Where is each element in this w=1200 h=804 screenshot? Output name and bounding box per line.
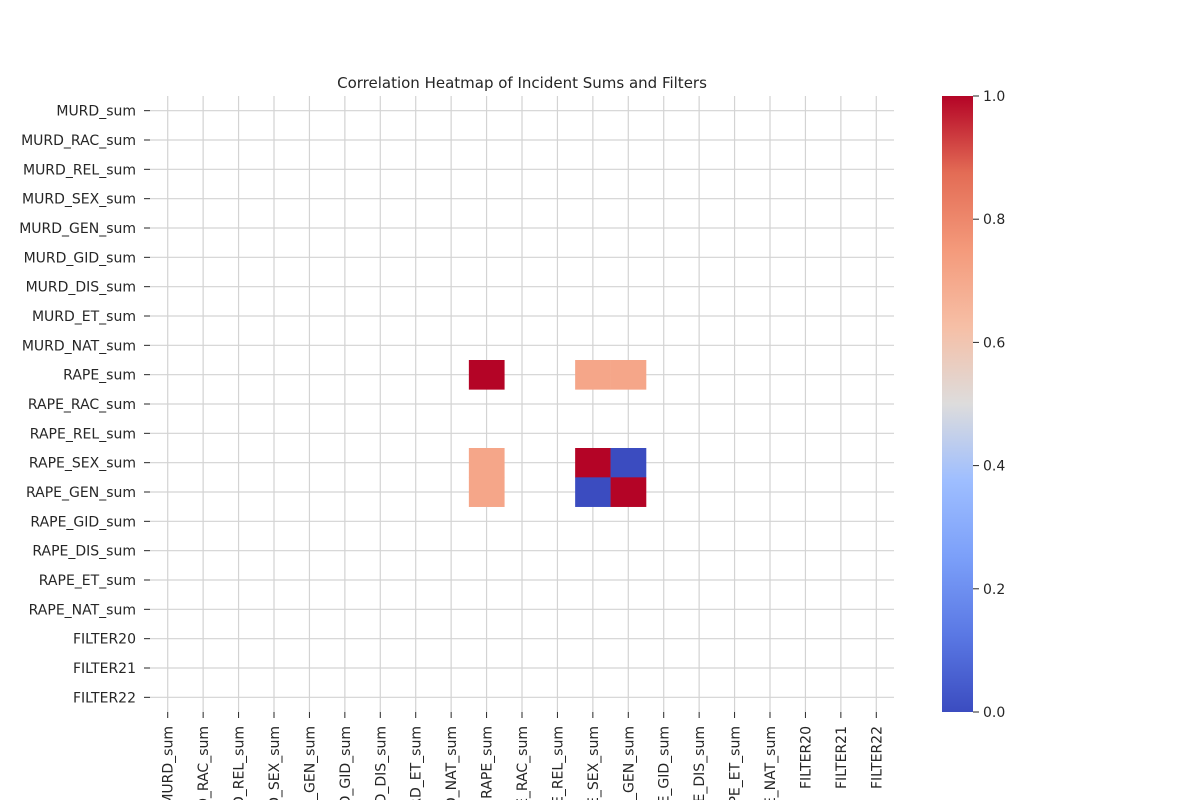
- col-tick-label: RAPE_sum: [480, 726, 496, 799]
- colorbar: 0.0 0.2 0.4 0.6 0.8 1.0: [942, 89, 1005, 721]
- col-tick-label: MURD_REL_sum: [232, 726, 248, 800]
- row-tick-label: MURD_SEX_sum: [22, 192, 136, 208]
- col-tick-label: RAPE_GEN_sum: [621, 726, 637, 800]
- row-tick-label: MURD_ET_sum: [32, 309, 136, 325]
- col-tick-label: RAPE_RAC_sum: [515, 726, 531, 800]
- colorbar-tick-label: 0.8: [983, 212, 1005, 228]
- heatmap-cell: [468, 477, 505, 507]
- grid-lines: [150, 96, 894, 712]
- col-tick-label: MURD_SEX_sum: [267, 726, 283, 800]
- row-tick-label: RAPE_SEX_sum: [29, 456, 136, 472]
- row-tick-label: MURD_GID_sum: [24, 250, 136, 266]
- row-tick-label: RAPE_ET_sum: [39, 573, 136, 589]
- heatmap-cell: [610, 360, 647, 390]
- heatmap-cell: [610, 477, 647, 507]
- colorbar-tick-label: 0.2: [983, 582, 1005, 598]
- col-tick-label: RAPE_DIS_sum: [692, 726, 708, 800]
- heatmap-cell: [610, 448, 647, 478]
- row-tick-label: RAPE_RAC_sum: [28, 397, 136, 413]
- col-tick-label: MURD_NAT_sum: [444, 726, 460, 800]
- colorbar-tick-label: 0.4: [983, 459, 1005, 475]
- row-tick-label: RAPE_GID_sum: [30, 514, 136, 530]
- column-tick-labels: MURD_sum MURD_RAC_sum MURD_REL_sum MURD_SEX…: [161, 712, 885, 804]
- col-tick-label: FILTER22: [869, 726, 885, 789]
- heatmap-cells: [468, 360, 647, 507]
- heatmap-cell: [575, 360, 611, 390]
- row-tick-label: MURD_REL_sum: [23, 162, 136, 178]
- col-tick-label: RAPE_GID_sum: [657, 726, 673, 800]
- colorbar-gradient: [942, 96, 973, 712]
- row-tick-label: MURD_GEN_sum: [19, 221, 136, 237]
- row-tick-label: RAPE_GEN_sum: [26, 485, 136, 501]
- col-tick-label: MURD_sum: [161, 726, 177, 800]
- row-tick-labels: MURD_sum MURD_RAC_sum MURD_REL_sum MURD_SEX…: [19, 104, 150, 706]
- col-tick-label: RAPE_ET_sum: [728, 726, 744, 800]
- colorbar-tick-label: 1.0: [983, 89, 1005, 105]
- row-tick-label: MURD_RAC_sum: [21, 133, 136, 149]
- col-tick-label: MURD_DIS_sum: [373, 726, 389, 800]
- heatmap-cell: [575, 448, 611, 478]
- row-tick-label: MURD_sum: [56, 104, 136, 120]
- row-tick-label: MURD_NAT_sum: [22, 338, 136, 354]
- col-tick-label: FILTER20: [798, 726, 814, 789]
- col-tick-label: MURD_ET_sum: [409, 726, 425, 800]
- heatmap-cell: [468, 360, 505, 390]
- row-tick-label: FILTER21: [73, 661, 136, 677]
- row-tick-label: RAPE_DIS_sum: [32, 544, 136, 560]
- chart-title: Correlation Heatmap of Incident Sums and…: [337, 74, 707, 92]
- row-tick-label: FILTER22: [73, 690, 136, 706]
- col-tick-label: MURD_RAC_sum: [196, 726, 212, 800]
- colorbar-tick-label: 0.0: [983, 705, 1005, 721]
- row-tick-label: MURD_DIS_sum: [26, 280, 136, 296]
- heatmap-cell: [468, 448, 505, 478]
- row-tick-label: FILTER20: [73, 632, 136, 648]
- row-tick-label: RAPE_REL_sum: [30, 426, 136, 442]
- col-tick-label: MURD_GEN_sum: [302, 726, 318, 800]
- colorbar-tick-label: 0.6: [983, 335, 1005, 351]
- col-tick-label: FILTER21: [834, 726, 850, 789]
- col-tick-label: RAPE_REL_sum: [550, 726, 566, 800]
- col-tick-label: RAPE_SEX_sum: [586, 726, 602, 800]
- col-tick-label: MURD_GID_sum: [338, 726, 354, 800]
- row-tick-label: RAPE_NAT_sum: [29, 602, 136, 618]
- heatmap-cell: [575, 477, 611, 507]
- row-tick-label: RAPE_sum: [63, 368, 136, 384]
- col-tick-label: RAPE_NAT_sum: [763, 726, 779, 800]
